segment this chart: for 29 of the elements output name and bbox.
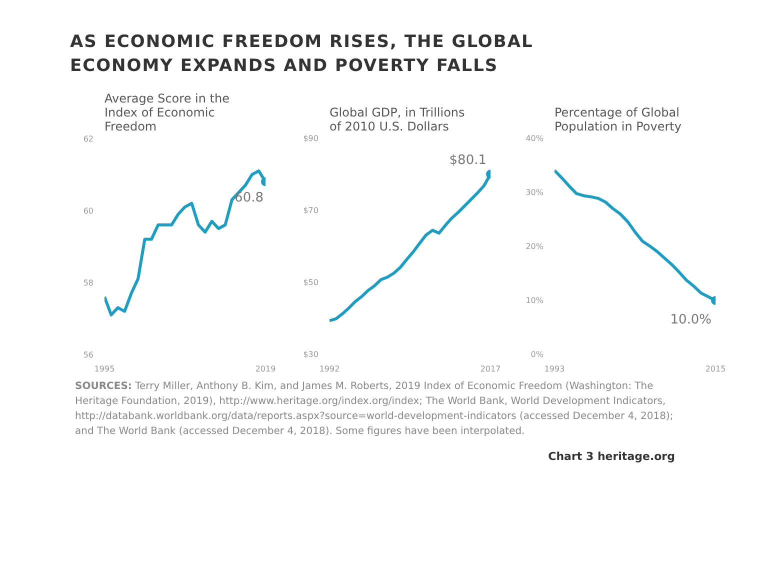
y-tick-label: $30 [303,350,319,359]
chart-subtitle: Average Score in the Index of Economic Freedom [104,91,230,134]
x-tick-label: 2019 [255,364,276,374]
x-tick-label: 1993 [544,364,565,374]
y-tick-label: $70 [303,206,319,215]
y-tick-label: $50 [303,278,319,287]
line-series [104,168,266,316]
annotation: 10.0% [670,312,712,328]
y-tick-label: 58 [83,278,94,288]
y-tick-label: 40% [526,134,544,143]
annotation: $80.1 [449,152,486,168]
y-tick-label: 56 [83,350,94,360]
y-tick-label: 30% [526,188,544,197]
caption: Chart 3 heritage.org [548,448,675,464]
y-tick-label: 60 [83,206,94,216]
y-tick-label: 20% [526,242,544,251]
y-tick-label: $90 [303,134,319,143]
x-tick-label: 2015 [705,364,726,374]
y-tick-label: 0% [530,350,544,359]
y-tick-label: 10% [526,296,544,305]
text: AS ECONOMIC FREEDOM RISES, THE GLOBAL ECONOMY EXPANDS AND POVERTY FALLS [70,31,534,78]
x-tick-label: 1995 [94,364,115,374]
x-tick-label: 1992 [319,364,340,374]
chart-title: Percentage of Global Population in Poverty [554,105,682,134]
annotation: 60.8 [234,190,264,206]
chart-title: Global GDP, in Trillions of 2010 U.S. Dollars [330,105,465,134]
x-tick-label: 2017 [480,364,501,374]
y-tick-label: 62 [83,134,94,144]
source-note: SOURCES: Terry Miller, Anthony B. Kim, and James M. Roberts, 2019 Index of Economic Freedom (Washington: The Heritage Foundation, 2019), http://www.heritage.org/index.org/index; The World Bank, World Development Indicators, http://databank.worldbank.org/data/reports.aspx?source=world-development-indicators (accessed December 4, 2018); and The World Bank (accessed December 4, 2018). Some figures have been interpolated. [75,380,674,439]
